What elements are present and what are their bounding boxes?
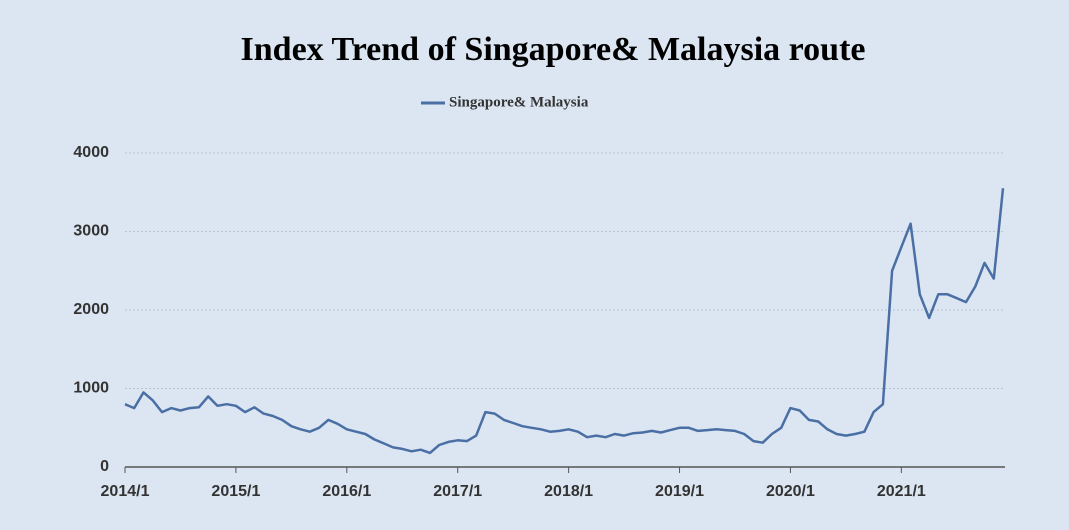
x-tick-label: 2020/1 <box>766 483 815 500</box>
y-tick-label: 2000 <box>73 301 109 318</box>
x-tick-label: 2017/1 <box>433 483 482 500</box>
y-tick-label: 1000 <box>73 380 109 397</box>
x-tick-label: 2016/1 <box>322 483 371 500</box>
x-tick-label: 2015/1 <box>211 483 260 500</box>
y-tick-label: 0 <box>100 458 109 475</box>
chart-title: Index Trend of Singapore& Malaysia route <box>241 31 866 68</box>
x-tick-label: 2021/1 <box>877 483 926 500</box>
x-tick-label: 2019/1 <box>655 483 704 500</box>
legend-label: Singapore& Malaysia <box>449 94 589 110</box>
x-tick-label: 2018/1 <box>544 483 593 500</box>
y-tick-label: 4000 <box>73 144 109 161</box>
y-tick-label: 3000 <box>73 223 109 240</box>
x-tick-label: 2014/1 <box>101 483 150 500</box>
series-line <box>124 188 1005 455</box>
